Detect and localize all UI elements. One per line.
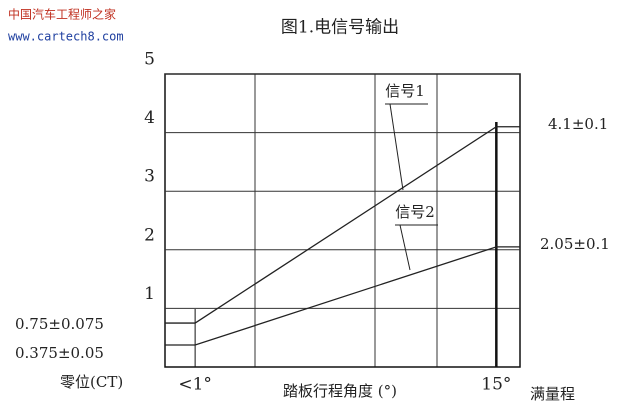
x-tick-label: 15° [481,375,511,395]
annotation: 0.75±0.075 [15,315,104,333]
y-tick-label: 3 [144,167,155,187]
x-axis-label: 踏板行程角度 (°) [283,382,397,400]
callout-leader [389,103,404,191]
series-line [165,246,520,346]
y-tick-label: 1 [144,284,155,304]
series-label: 信号1 [385,82,425,100]
y-tick-label: 4 [144,108,155,128]
series-line [165,126,520,324]
chart-title: 图1.电信号输出 [281,18,399,38]
annotation: 满量程 [530,385,575,403]
watermark-site: 中国汽车工程师之家 [8,7,116,22]
grid-vertical [254,74,438,367]
callout-leader [399,224,411,271]
series-label: 信号2 [395,203,435,221]
annotation: 4.1±0.1 [548,115,608,133]
plot-frame [164,73,521,368]
annotation: 0.375±0.05 [15,344,104,362]
watermark-url: www.cartech8.com [8,30,124,44]
x-tick-label: <1° [178,375,212,395]
annotation: 2.05±0.1 [540,235,610,253]
annotation: 零位(CT) [60,373,123,391]
y-tick-label: 2 [144,225,155,245]
y-tick-label: 5 [144,50,155,70]
